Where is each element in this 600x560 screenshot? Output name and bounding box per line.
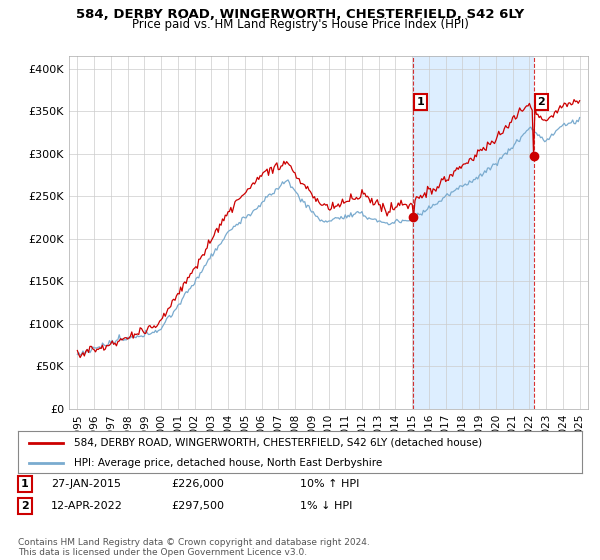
Text: 10% ↑ HPI: 10% ↑ HPI xyxy=(300,479,359,489)
Text: 2: 2 xyxy=(538,97,545,107)
Text: 1: 1 xyxy=(21,479,29,489)
Text: Contains HM Land Registry data © Crown copyright and database right 2024.
This d: Contains HM Land Registry data © Crown c… xyxy=(18,538,370,557)
Bar xyxy=(413,56,534,409)
Text: 27-JAN-2015: 27-JAN-2015 xyxy=(51,479,121,489)
Text: HPI: Average price, detached house, North East Derbyshire: HPI: Average price, detached house, Nort… xyxy=(74,458,383,468)
Text: 1: 1 xyxy=(417,97,424,107)
Text: 2: 2 xyxy=(21,501,29,511)
Text: Price paid vs. HM Land Registry's House Price Index (HPI): Price paid vs. HM Land Registry's House … xyxy=(131,18,469,31)
Text: 584, DERBY ROAD, WINGERWORTH, CHESTERFIELD, S42 6LY: 584, DERBY ROAD, WINGERWORTH, CHESTERFIE… xyxy=(76,8,524,21)
Text: £226,000: £226,000 xyxy=(171,479,224,489)
Text: £297,500: £297,500 xyxy=(171,501,224,511)
Text: 12-APR-2022: 12-APR-2022 xyxy=(51,501,123,511)
Text: 1% ↓ HPI: 1% ↓ HPI xyxy=(300,501,352,511)
Text: 584, DERBY ROAD, WINGERWORTH, CHESTERFIELD, S42 6LY (detached house): 584, DERBY ROAD, WINGERWORTH, CHESTERFIE… xyxy=(74,438,482,448)
